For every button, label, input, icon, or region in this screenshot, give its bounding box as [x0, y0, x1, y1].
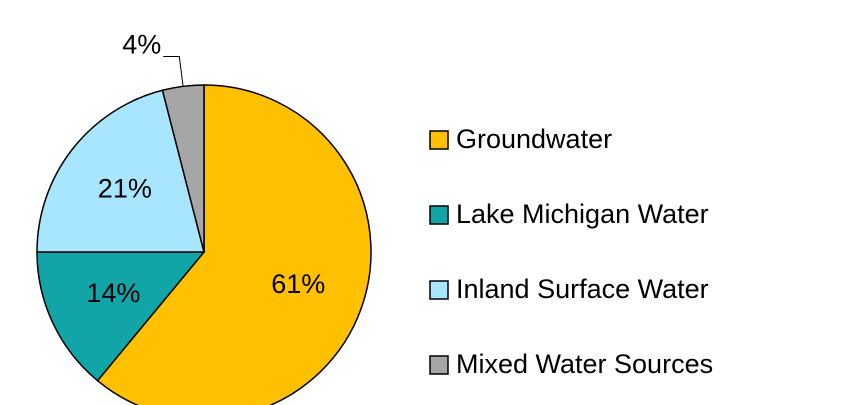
legend-label: Groundwater	[456, 124, 612, 154]
data-label: 61%	[271, 269, 325, 299]
data-label: 4%	[122, 30, 161, 60]
legend-label: Lake Michigan Water	[456, 199, 709, 229]
pie-slice	[36, 89, 205, 253]
pie-slice	[161, 84, 205, 253]
legend-swatch	[429, 130, 449, 150]
legend-swatch	[429, 355, 449, 375]
data-label: 21%	[98, 174, 152, 204]
pie-slice	[96, 84, 372, 405]
leader-line	[163, 56, 184, 87]
legend-label: Inland Surface Water	[456, 274, 709, 304]
legend-swatch	[429, 280, 449, 300]
pie-slice	[36, 251, 206, 382]
data-label: 14%	[86, 278, 140, 308]
legend-label: Mixed Water Sources	[456, 349, 713, 379]
legend-swatch	[429, 205, 449, 225]
